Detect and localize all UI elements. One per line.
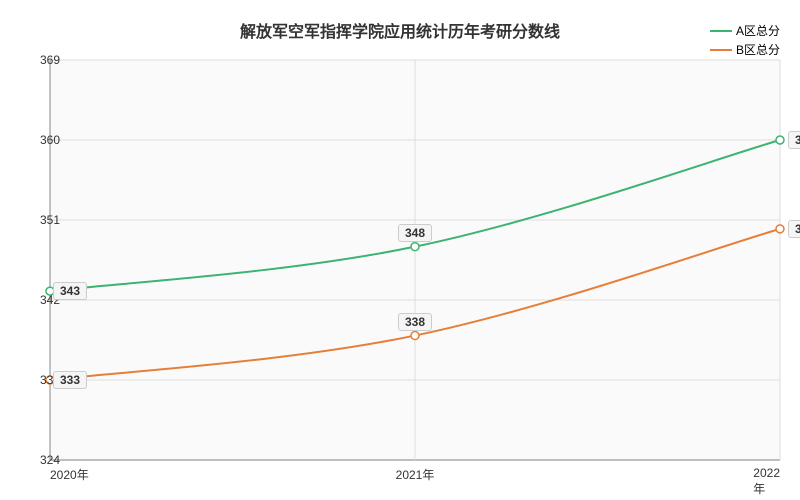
data-point [411,243,419,251]
legend-label-a: A区总分 [736,22,780,39]
legend-swatch-a [710,30,732,32]
data-point [776,136,784,144]
plot-area: 324333342351360369 2020年2021年2022年 34334… [50,60,780,460]
x-tick-label: 2020年 [50,466,89,483]
legend-item-b: B区总分 [710,41,780,58]
data-label: 333 [53,371,87,389]
data-point [411,332,419,340]
data-point [776,225,784,233]
chart-container: 解放军空军指挥学院应用统计历年考研分数线 A区总分 B区总分 324333342… [0,0,800,500]
x-tick-label: 2021年 [396,466,435,483]
data-label: 338 [398,313,432,331]
data-label: 350 [788,220,800,238]
legend-item-a: A区总分 [710,22,780,39]
data-label: 348 [398,224,432,242]
data-label: 343 [53,282,87,300]
x-tick-label: 2022年 [753,466,780,497]
data-label: 360 [788,131,800,149]
legend-label-b: B区总分 [736,41,780,58]
plot-svg [50,60,780,460]
chart-title: 解放军空军指挥学院应用统计历年考研分数线 [240,18,560,42]
legend: A区总分 B区总分 [710,22,780,60]
legend-swatch-b [710,49,732,51]
